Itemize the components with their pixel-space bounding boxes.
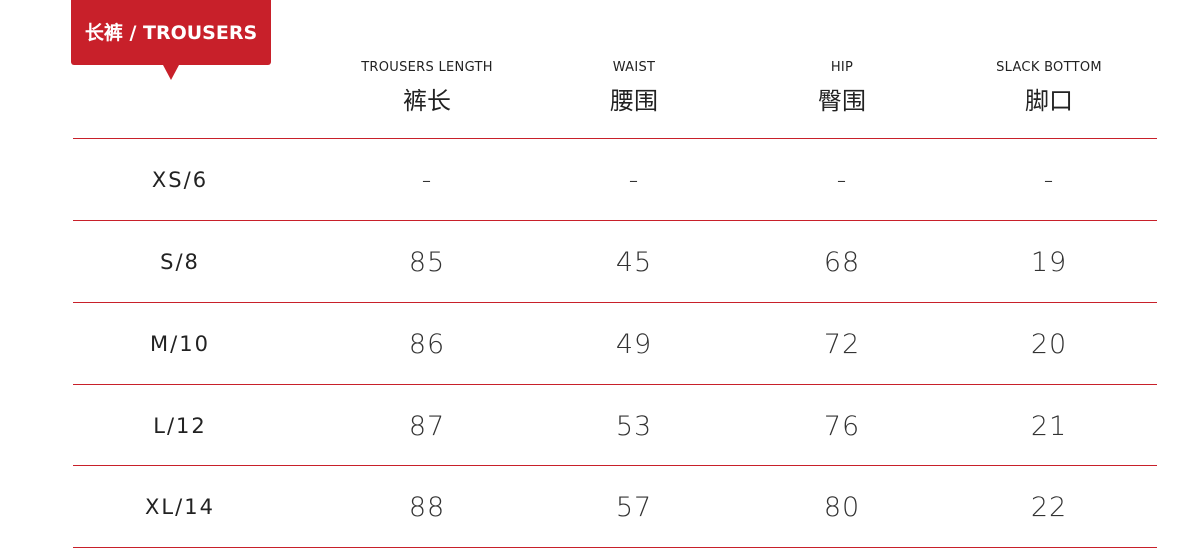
table-cell: -: [836, 164, 848, 196]
table-row: XS/6 - - - -: [0, 139, 1200, 221]
row-divider: [73, 465, 1157, 466]
column-header-cn: 裤长: [403, 87, 451, 115]
column-header-en: HIP: [830, 60, 854, 75]
table-cell: 53: [615, 410, 653, 442]
column-header: HIP 臀围: [742, 60, 942, 116]
column-header-cn: 腰围: [610, 87, 658, 115]
table-cell: 49: [615, 328, 653, 360]
column-header-en: TROUSERS LENGTH: [361, 60, 493, 75]
column-header-en: WAIST: [612, 60, 656, 75]
column-header: SLACK BOTTOM 脚口: [949, 60, 1149, 116]
table-cell: -: [628, 164, 640, 196]
column-header-cn: 脚口: [1025, 87, 1073, 115]
table-row: L/12 87 53 76 21: [0, 385, 1200, 467]
table-cell: -: [1043, 164, 1055, 196]
table-cell: 22: [1030, 491, 1068, 523]
table-row: S/8 85 45 68 19: [0, 221, 1200, 303]
table-row: M/10 86 49 72 20: [0, 303, 1200, 385]
column-header-en: SLACK BOTTOM: [996, 60, 1102, 75]
table-cell: 72: [823, 328, 861, 360]
column-header: TROUSERS LENGTH 裤长: [327, 60, 527, 116]
size-label: L/12: [153, 414, 207, 438]
table-cell: 88: [408, 491, 446, 523]
table-cell: -: [421, 164, 433, 196]
size-label: XL/14: [145, 495, 215, 519]
table-cell: 20: [1030, 328, 1068, 360]
column-header-cn: 臀围: [818, 87, 866, 115]
table-cell: 21: [1030, 410, 1068, 442]
table-cell: 80: [823, 491, 861, 523]
table-cell: 76: [823, 410, 861, 442]
size-label: M/10: [150, 332, 210, 356]
table-cell: 19: [1030, 246, 1068, 278]
row-divider: [73, 384, 1157, 385]
table-cell: 86: [408, 328, 446, 360]
size-label: XS/6: [151, 168, 209, 192]
row-divider: [73, 547, 1157, 548]
row-divider: [73, 220, 1157, 221]
table-row: XL/14 88 57 80 22: [0, 466, 1200, 548]
row-divider: [73, 302, 1157, 303]
column-header: WAIST 腰围: [534, 60, 734, 116]
table-cell: 45: [615, 246, 653, 278]
row-divider: [73, 138, 1157, 139]
table-cell: 87: [408, 410, 446, 442]
tab-pointer: [163, 65, 179, 80]
category-tab: 长裤 / TROUSERS: [71, 0, 271, 65]
size-label: S/8: [160, 250, 200, 274]
table-cell: 57: [615, 491, 653, 523]
table-cell: 85: [408, 246, 446, 278]
table-cell: 68: [823, 246, 861, 278]
